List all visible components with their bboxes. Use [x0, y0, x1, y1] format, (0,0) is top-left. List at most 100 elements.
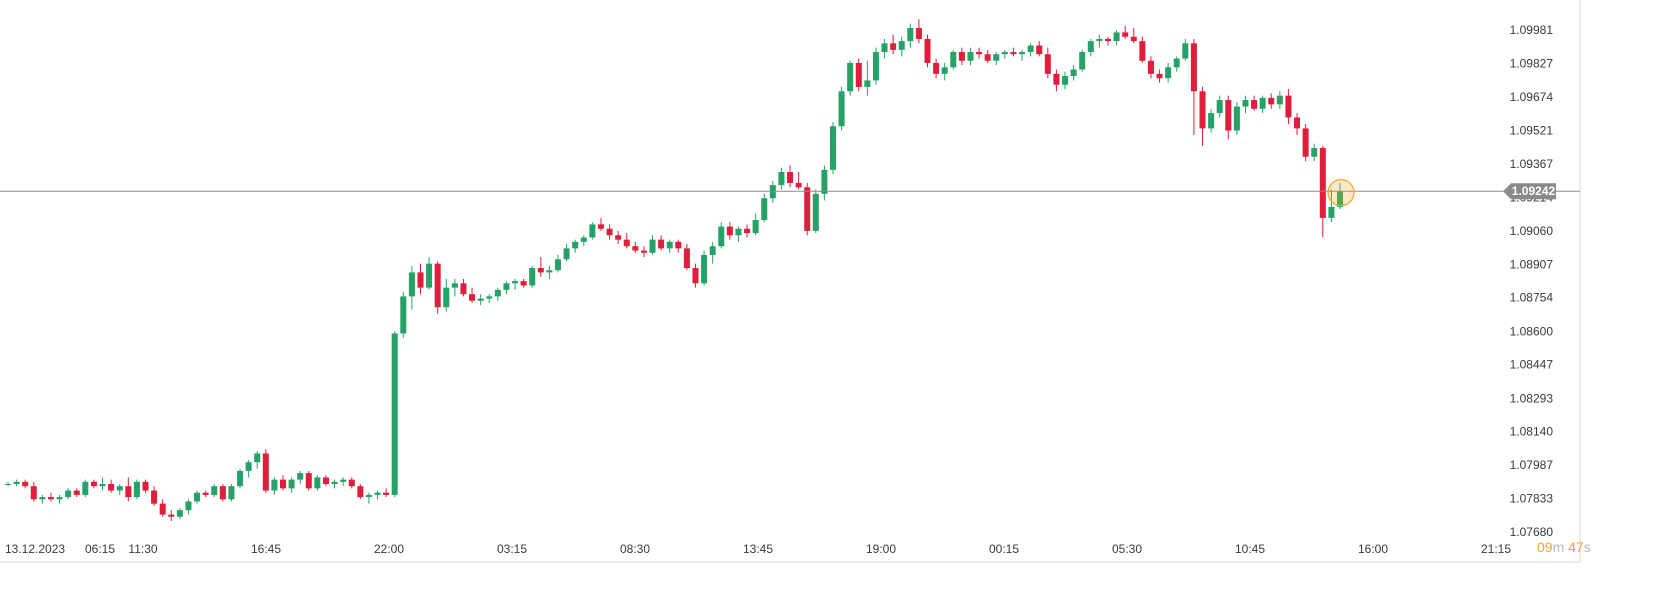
candle-body: [365, 494, 372, 498]
candle-body: [1087, 41, 1094, 53]
candle-body: [950, 52, 957, 68]
candle-body: [821, 169, 828, 194]
candle-body: [460, 283, 467, 295]
candle-body: [1285, 95, 1292, 118]
candle-body: [915, 28, 922, 39]
candle-body: [692, 268, 699, 284]
candle-body: [1259, 97, 1266, 109]
candle-body: [735, 228, 742, 236]
y-tick-label: 1.09060: [1510, 224, 1554, 238]
candle-body: [56, 497, 63, 500]
candle-body: [1328, 206, 1335, 218]
y-axis-ticks: 1.09981 1.09827 1.09674 1.09521 1.09367 1.092…: [1510, 23, 1554, 539]
candle-body: [348, 479, 355, 487]
candle-countdown: 09m 47s: [1537, 539, 1591, 555]
candle-body: [726, 226, 733, 236]
y-tick-label: 1.09981: [1510, 23, 1554, 37]
candle-body: [554, 259, 561, 271]
candle-body: [606, 228, 613, 236]
candle-body: [1199, 91, 1206, 129]
candle-body: [761, 198, 768, 221]
x-tick-label: 13.12.2023: [5, 542, 65, 556]
y-tick-label: 1.08140: [1510, 425, 1554, 439]
x-tick-label: 16:45: [251, 542, 281, 556]
candle-body: [984, 54, 991, 61]
candle-body: [744, 228, 751, 234]
candle-body: [142, 481, 149, 491]
candle-body: [185, 501, 192, 511]
candle-body: [701, 254, 708, 284]
candle-body: [1079, 52, 1086, 70]
candle-body: [838, 91, 845, 127]
candle-body: [254, 453, 261, 463]
candle-body: [829, 126, 836, 170]
candle-body: [1139, 41, 1146, 61]
candle-body: [572, 241, 579, 249]
candle-body: [907, 28, 914, 42]
candle-body: [176, 510, 183, 517]
candle-body: [632, 246, 639, 251]
y-tick-label: 1.07833: [1510, 492, 1554, 506]
candle-body: [400, 296, 407, 334]
candle-body: [1001, 52, 1008, 55]
x-tick-label: 05:30: [1112, 542, 1142, 556]
candle-body: [1010, 52, 1017, 55]
x-tick-label: 13:45: [743, 542, 773, 556]
x-tick-label: 08:30: [620, 542, 650, 556]
candle-body: [39, 497, 46, 500]
candle-body: [1233, 106, 1240, 131]
candle-body: [967, 52, 974, 61]
candle-body: [486, 296, 493, 299]
candle-body: [202, 492, 209, 495]
candle-body: [1165, 67, 1172, 79]
last-candle-highlight: [1327, 179, 1355, 207]
candle-body: [537, 268, 544, 273]
candle-body: [1251, 100, 1258, 109]
candle-body: [1061, 76, 1069, 85]
candle-body: [22, 481, 29, 487]
candle-body: [872, 52, 879, 81]
candle-body: [279, 479, 287, 489]
candle-body: [864, 80, 871, 87]
candle-body: [245, 462, 252, 471]
candle-body: [4, 484, 12, 486]
countdown-minutes-unit: m: [1552, 539, 1565, 555]
candle-body: [73, 490, 80, 495]
candle-body: [374, 492, 381, 495]
candle-body: [451, 283, 458, 288]
candle-body: [993, 54, 1000, 61]
current-price-tag-bg: [1503, 183, 1556, 200]
candle-body: [1147, 60, 1154, 74]
candle-body: [1104, 38, 1111, 42]
candle-body: [503, 283, 510, 290]
candle-body: [47, 497, 54, 500]
x-tick-label: 10:45: [1235, 542, 1265, 556]
candle-body: [99, 484, 106, 487]
x-tick-label: 21:15: [1481, 542, 1511, 556]
candle-body: [752, 220, 759, 234]
candle-body: [718, 226, 725, 247]
candle-body: [589, 224, 596, 238]
candle-body: [426, 263, 433, 288]
candle-body: [658, 239, 665, 249]
candle-body: [408, 272, 415, 297]
candle-body: [958, 52, 965, 61]
candle-body: [357, 486, 364, 498]
candle-body: [159, 503, 166, 515]
y-tick-label: 1.08293: [1510, 391, 1554, 405]
candle-body: [778, 172, 785, 186]
candle-body: [494, 289, 501, 297]
candle-body: [443, 287, 450, 308]
candle-body: [666, 241, 673, 249]
candle-body: [469, 294, 476, 301]
candle-body: [1216, 100, 1223, 114]
candle-body: [1182, 43, 1189, 59]
candle-body: [125, 486, 132, 498]
candle-body: [898, 41, 905, 50]
candle-body: [881, 43, 888, 53]
candle-body: [219, 486, 226, 500]
current-price-tag: 1.09242: [1503, 183, 1556, 200]
candle-body: [305, 473, 312, 489]
candle-body: [228, 486, 235, 500]
